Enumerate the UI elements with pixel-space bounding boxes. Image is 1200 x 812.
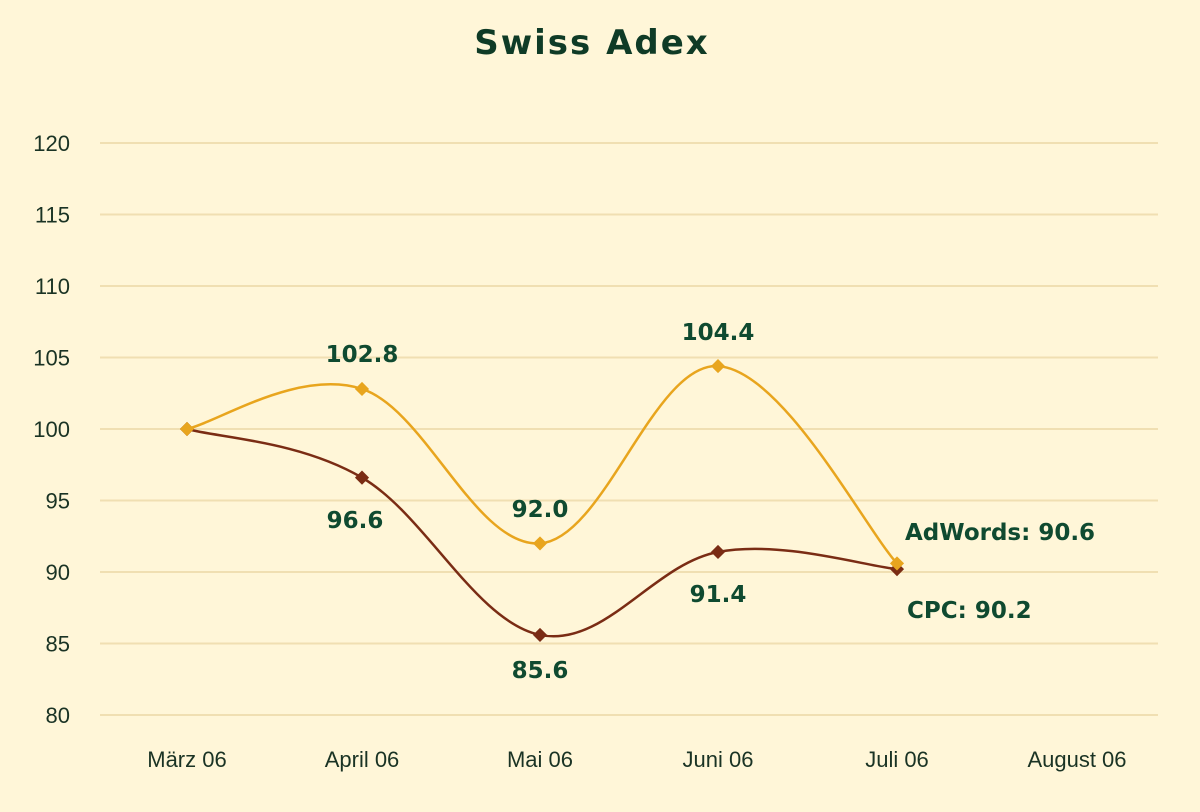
- y-axis-ticks: 120 115 110 105 100 95 90 85 80: [33, 131, 70, 728]
- data-point-marker[interactable]: [532, 536, 548, 551]
- series-line: [186, 364, 898, 565]
- data-point-marker[interactable]: [710, 544, 726, 560]
- x-tick-label: Mai 06: [507, 747, 573, 772]
- y-tick-label: 100: [33, 417, 70, 442]
- y-tick-label: 115: [35, 203, 70, 228]
- data-label-cpc: 96.6: [327, 508, 384, 534]
- x-tick-label: März 06: [147, 747, 226, 772]
- data-label-adwords: 102.8: [326, 342, 399, 368]
- data-labels: 102.8 92.0 104.4 AdWords: 90.6 96.6 85.6 91.4 C…: [326, 320, 1095, 684]
- data-point-marker[interactable]: [179, 421, 195, 437]
- data-label-cpc: 91.4: [690, 582, 747, 608]
- data-point-marker[interactable]: [532, 627, 548, 642]
- series: [179, 359, 905, 642]
- y-tick-label: 90: [46, 560, 70, 585]
- data-label-adwords: 104.4: [682, 320, 755, 346]
- y-tick-label: 110: [35, 274, 70, 299]
- data-point-marker[interactable]: [889, 556, 905, 571]
- data-point-marker[interactable]: [710, 359, 726, 374]
- y-tick-label: 95: [46, 489, 70, 514]
- data-point-marker[interactable]: [354, 381, 370, 397]
- x-axis-ticks: März 06 April 06 Mai 06 Juni 06 Juli 06 Augus…: [147, 747, 1126, 772]
- x-tick-label: Juni 06: [683, 747, 754, 772]
- chart-title: Swiss Adex: [474, 23, 710, 63]
- series-cpc: [179, 421, 905, 642]
- x-tick-label: August 06: [1027, 747, 1126, 772]
- data-label-adwords: 92.0: [512, 497, 569, 523]
- series-adwords: [179, 359, 905, 571]
- y-tick-label: 80: [46, 703, 70, 728]
- x-tick-label: Juli 06: [865, 747, 929, 772]
- y-tick-label: 105: [33, 346, 70, 371]
- data-point-marker[interactable]: [354, 470, 370, 485]
- data-label-adwords: AdWords: 90.6: [905, 520, 1095, 546]
- x-tick-label: April 06: [325, 747, 400, 772]
- gridlines: [100, 142, 1158, 716]
- y-tick-label: 85: [46, 632, 70, 657]
- data-label-cpc: 85.6: [512, 658, 569, 684]
- series-line: [186, 427, 898, 638]
- y-tick-label: 120: [33, 131, 70, 156]
- data-label-cpc: CPC: 90.2: [907, 598, 1032, 624]
